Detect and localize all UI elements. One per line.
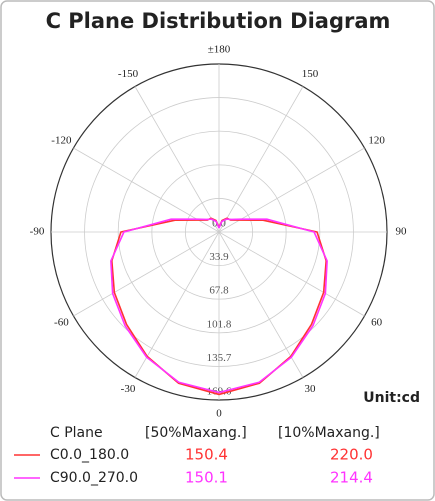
table-value: 214.4 (330, 469, 373, 487)
grid-spoke (134, 86, 220, 233)
grid-spoke (218, 231, 304, 378)
theta-tick-label: -150 (118, 68, 139, 80)
theta-tick-label: -60 (54, 317, 69, 329)
series-line (110, 218, 328, 394)
table-header: [10%Maxang.] (278, 425, 380, 441)
table-header: [50%Maxang.] (145, 425, 247, 441)
theta-tick-label: -90 (30, 226, 45, 238)
theta-tick-label: ±180 (208, 44, 231, 56)
theta-tick-label: -120 (51, 135, 72, 147)
r-tick-label: 169.6 (207, 386, 232, 398)
r-tick-label: 101.8 (207, 318, 232, 330)
unit-label: Unit:cd (363, 390, 420, 406)
grid-spoke (218, 231, 365, 317)
theta-tick-label: 150 (302, 68, 319, 80)
r-tick-label: 67.8 (209, 285, 229, 297)
theta-tick-label: 120 (368, 135, 385, 147)
theta-tick-label: 90 (396, 226, 408, 238)
chart-title: C Plane Distribution Diagram (46, 9, 391, 33)
theta-tick-label: 60 (371, 317, 383, 329)
legend-label: C0.0_180.0 (50, 447, 129, 463)
table-value: 220.0 (330, 446, 373, 464)
grid-spoke (134, 231, 220, 378)
theta-tick-label: -30 (121, 383, 136, 395)
grid-spoke (218, 86, 304, 233)
legend-label: C90.0_270.0 (50, 470, 138, 486)
grid-spoke (73, 231, 220, 317)
r-tick-label: 135.7 (207, 352, 232, 364)
table-header: C Plane (50, 425, 103, 441)
grid-spoke (218, 147, 365, 233)
theta-tick-label: 30 (305, 383, 317, 395)
table-value: 150.4 (185, 446, 228, 464)
r-tick-label: 33.9 (209, 251, 229, 263)
table-value: 150.1 (185, 469, 228, 487)
theta-tick-label: 0 (216, 408, 222, 420)
grid-spoke (73, 147, 220, 233)
series-line (111, 217, 327, 396)
